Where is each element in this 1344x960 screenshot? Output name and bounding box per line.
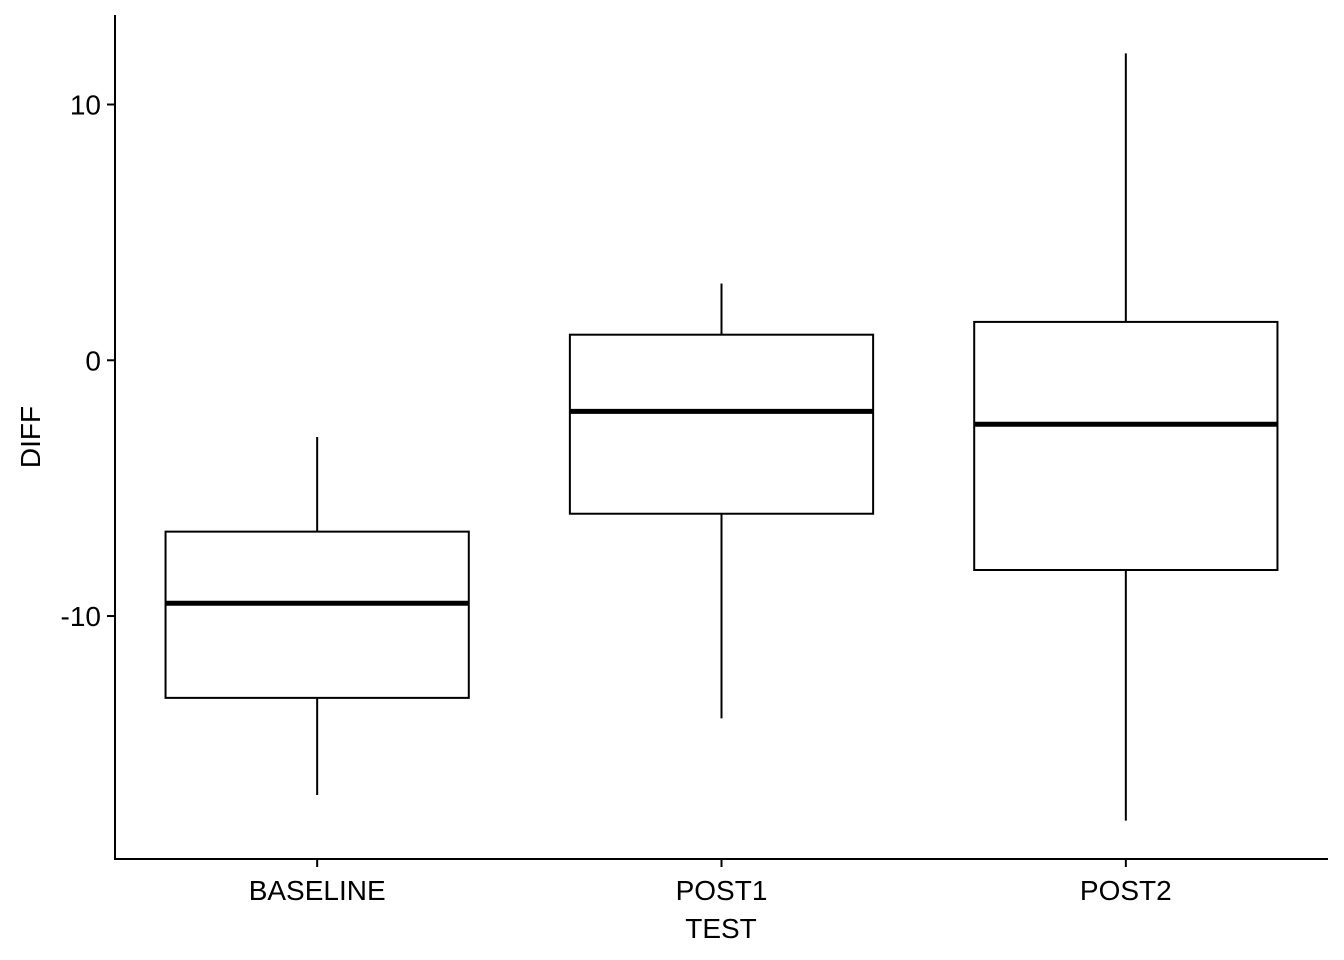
x-axis-title: TEST bbox=[685, 913, 757, 944]
x-tick-label: POST1 bbox=[676, 875, 768, 906]
box-iqr bbox=[164, 530, 470, 699]
x-axis-ticks: BASELINE POST1 POST2 bbox=[249, 859, 1172, 906]
x-tick-label: POST2 bbox=[1080, 875, 1172, 906]
plot-area bbox=[164, 53, 1279, 821]
box-iqr bbox=[973, 320, 1279, 571]
y-axis-ticks: 10 0 -10 bbox=[61, 90, 115, 632]
box-post1 bbox=[568, 283, 875, 719]
box-iqr bbox=[568, 333, 875, 515]
y-tick-label: 0 bbox=[85, 345, 101, 376]
box-baseline bbox=[164, 437, 470, 796]
y-axis-title: DIFF bbox=[15, 406, 46, 468]
box-post2 bbox=[973, 53, 1279, 821]
y-tick-label: -10 bbox=[61, 601, 101, 632]
y-tick-label: 10 bbox=[70, 90, 101, 121]
x-tick-label: BASELINE bbox=[249, 875, 386, 906]
